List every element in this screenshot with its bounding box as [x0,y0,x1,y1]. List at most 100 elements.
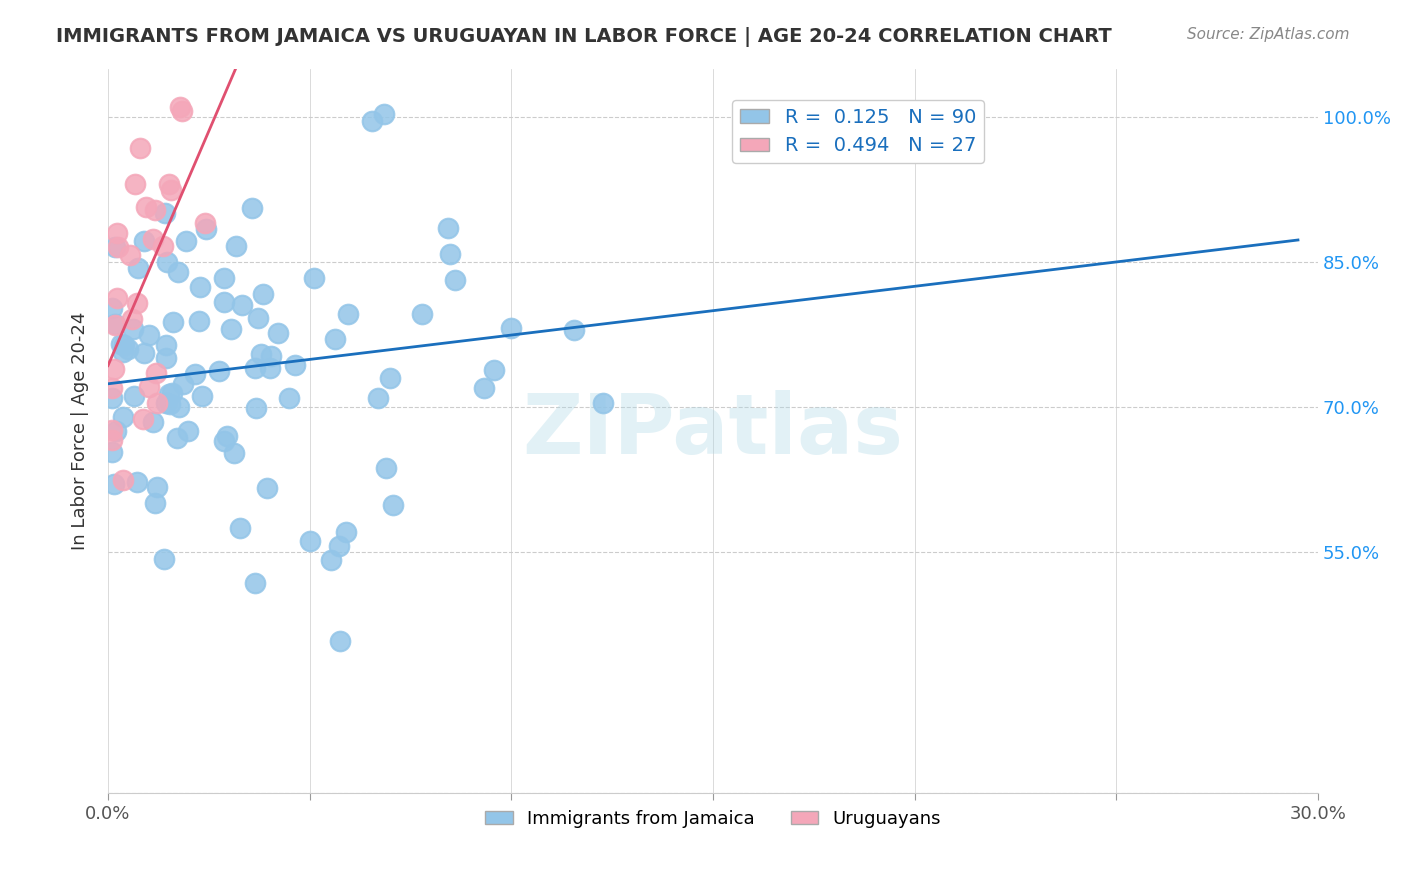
Point [166,431,188,445]
Point [436,221,458,235]
Point [373,107,395,121]
Point [153,205,176,219]
Point [245,401,267,415]
Point [208,364,231,378]
Point [101,433,124,447]
Point [562,323,585,337]
Point [243,360,266,375]
Point [188,280,211,294]
Point [155,338,177,352]
Point [174,234,197,248]
Point [104,317,127,331]
Text: Source: ZipAtlas.com: Source: ZipAtlas.com [1187,27,1350,42]
Point [250,347,273,361]
Point [224,446,246,460]
Point [157,177,180,191]
Point [145,203,167,218]
Point [243,576,266,591]
Point [193,216,215,230]
Point [439,247,461,261]
Point [159,397,181,411]
Point [195,221,218,235]
Point [107,240,129,254]
Point [155,396,177,410]
Point [381,498,404,512]
Point [187,314,209,328]
Point [184,367,207,381]
Point [167,265,190,279]
Point [131,411,153,425]
Point [323,333,346,347]
Point [155,351,177,365]
Point [299,533,322,548]
Point [105,226,128,240]
Point [367,391,389,405]
Point [107,291,129,305]
Point [138,379,160,393]
Point [169,401,191,415]
Point [380,371,402,385]
Point [132,234,155,248]
Point [806,112,828,127]
Point [336,308,359,322]
Point [172,376,194,391]
Point [162,315,184,329]
Point [104,424,127,438]
Point [157,386,180,401]
Point [247,311,270,326]
Point [135,200,157,214]
Point [411,307,433,321]
Point [240,202,263,216]
Point [156,255,179,269]
Point [212,434,235,449]
Point [221,322,243,336]
Point [101,301,124,315]
Point [127,260,149,275]
Point [177,424,200,438]
Point [101,445,124,459]
Point [482,363,505,377]
Point [319,553,342,567]
Point [277,391,299,405]
Point [103,240,125,254]
Point [104,318,127,333]
Point [304,271,326,285]
Point [256,482,278,496]
Point [112,410,135,425]
Point [127,475,149,490]
Text: ZIPatlas: ZIPatlas [523,391,904,472]
Point [117,342,139,356]
Point [374,461,396,475]
Point [138,328,160,343]
Point [101,381,124,395]
Point [129,140,152,154]
Point [266,326,288,340]
Point [103,476,125,491]
Point [191,389,214,403]
Legend: Immigrants from Jamaica, Uruguayans: Immigrants from Jamaica, Uruguayans [478,803,948,835]
Point [212,295,235,310]
Point [225,239,247,253]
Point [152,552,174,566]
Point [228,521,250,535]
Point [259,360,281,375]
Point [124,388,146,402]
Y-axis label: In Labor Force | Age 20-24: In Labor Force | Age 20-24 [72,311,89,550]
Point [142,415,165,429]
Point [160,385,183,400]
Point [284,358,307,372]
Point [124,178,146,192]
Point [361,114,384,128]
Point [592,395,614,409]
Point [212,270,235,285]
Point [215,429,238,443]
Point [121,322,143,336]
Point [111,345,134,359]
Point [112,473,135,487]
Point [169,100,191,114]
Point [329,633,352,648]
Text: IMMIGRANTS FROM JAMAICA VS URUGUAYAN IN LABOR FORCE | AGE 20-24 CORRELATION CHAR: IMMIGRANTS FROM JAMAICA VS URUGUAYAN IN … [56,27,1112,46]
Point [252,287,274,301]
Point [103,362,125,376]
Point [121,312,143,326]
